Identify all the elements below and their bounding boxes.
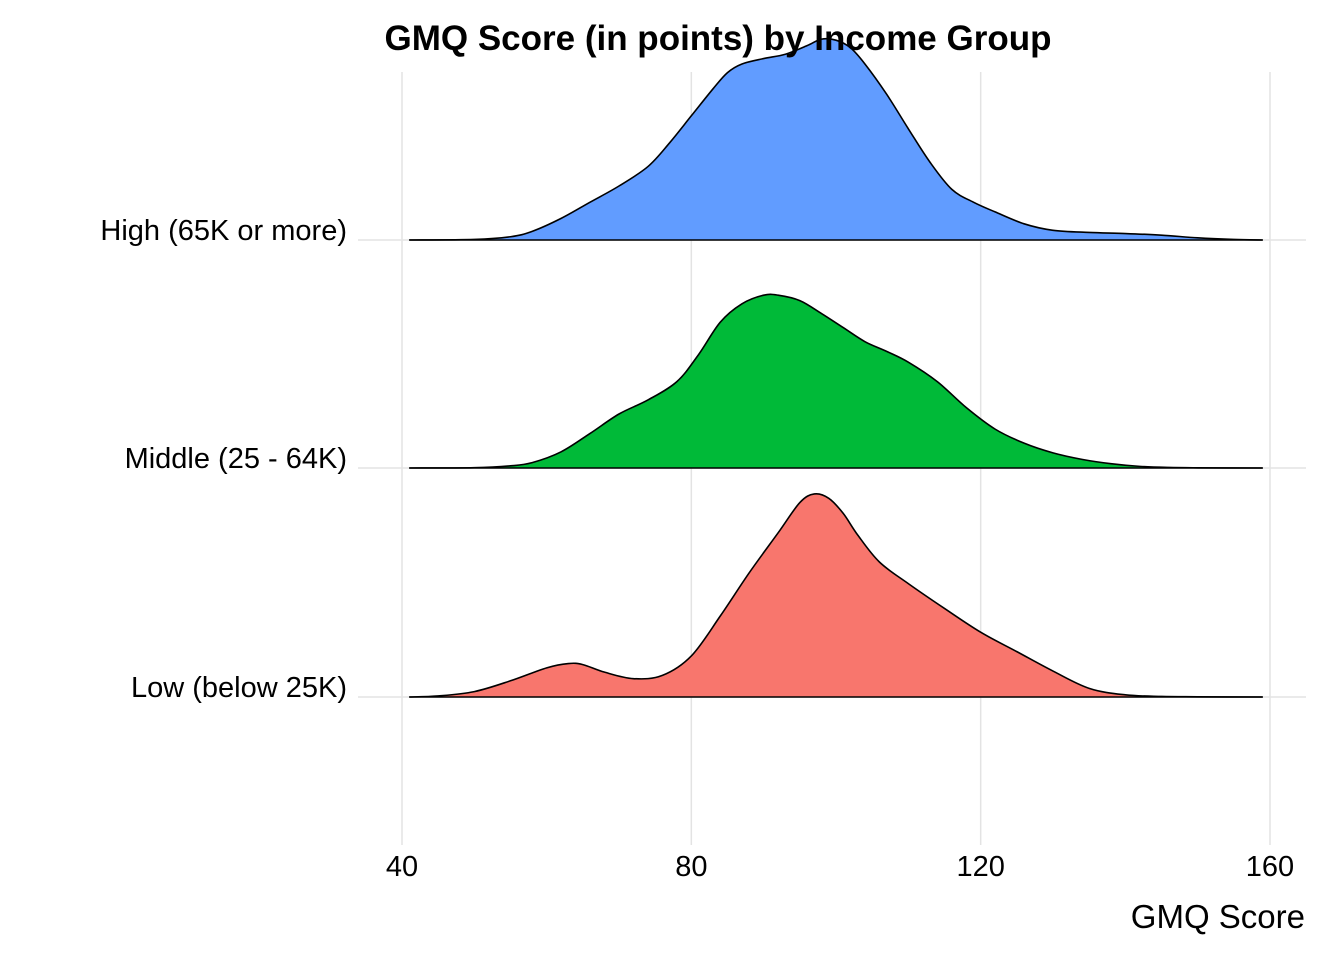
x-tick-label: 40 — [386, 851, 418, 883]
x-axis-title: GMQ Score — [1131, 898, 1305, 935]
chart-title: GMQ Score (in points) by Income Group — [385, 19, 1052, 58]
x-tick-label: 160 — [1246, 851, 1294, 883]
ridge-area — [409, 38, 1263, 241]
x-tick-label: 80 — [675, 851, 707, 883]
ridge-outline — [409, 37, 1263, 241]
ridge-area — [409, 493, 1263, 697]
x-tick-label: 120 — [956, 851, 1004, 883]
y-group-label: Middle (25 - 64K) — [125, 443, 347, 475]
y-group-label: Low (below 25K) — [131, 672, 347, 704]
ridge-outline — [409, 293, 1263, 469]
ridge-outline — [409, 493, 1263, 698]
ridge-area — [409, 294, 1263, 468]
label-layer: 40 80 120 160 Low (below 25K) Middle (25 - 64… — [100, 215, 1294, 883]
y-group-label: High (65K or more) — [100, 215, 347, 247]
ridge-layer — [409, 37, 1263, 698]
